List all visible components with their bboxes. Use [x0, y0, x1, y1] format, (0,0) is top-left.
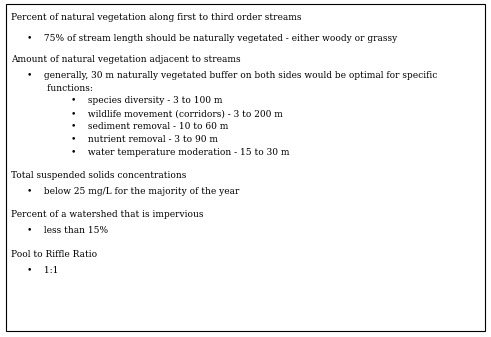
Text: Percent of natural vegetation along first to third order streams: Percent of natural vegetation along firs…	[11, 13, 301, 22]
Text: •    nutrient removal - 3 to 90 m: • nutrient removal - 3 to 90 m	[71, 135, 218, 144]
Text: •    generally, 30 m naturally vegetated buffer on both sides would be optimal f: • generally, 30 m naturally vegetated bu…	[27, 71, 437, 80]
Text: •    species diversity - 3 to 100 m: • species diversity - 3 to 100 m	[71, 96, 223, 105]
Text: Pool to Riffle Ratio: Pool to Riffle Ratio	[11, 250, 97, 259]
Text: •    below 25 mg/L for the majority of the year: • below 25 mg/L for the majority of the …	[27, 187, 240, 196]
Text: •    1:1: • 1:1	[27, 266, 58, 275]
Text: Total suspended solids concentrations: Total suspended solids concentrations	[11, 171, 186, 180]
Text: Amount of natural vegetation adjacent to streams: Amount of natural vegetation adjacent to…	[11, 55, 241, 64]
Text: •    less than 15%: • less than 15%	[27, 226, 108, 235]
Text: •    75% of stream length should be naturally vegetated - either woody or grassy: • 75% of stream length should be natural…	[27, 34, 397, 43]
Text: •    sediment removal - 10 to 60 m: • sediment removal - 10 to 60 m	[71, 122, 229, 131]
Text: •    wildlife movement (corridors) - 3 to 200 m: • wildlife movement (corridors) - 3 to 2…	[71, 109, 283, 118]
Text: •    water temperature moderation - 15 to 30 m: • water temperature moderation - 15 to 3…	[71, 148, 290, 157]
Text: Percent of a watershed that is impervious: Percent of a watershed that is imperviou…	[11, 210, 203, 219]
FancyBboxPatch shape	[6, 4, 485, 331]
Text: functions:: functions:	[27, 84, 93, 93]
